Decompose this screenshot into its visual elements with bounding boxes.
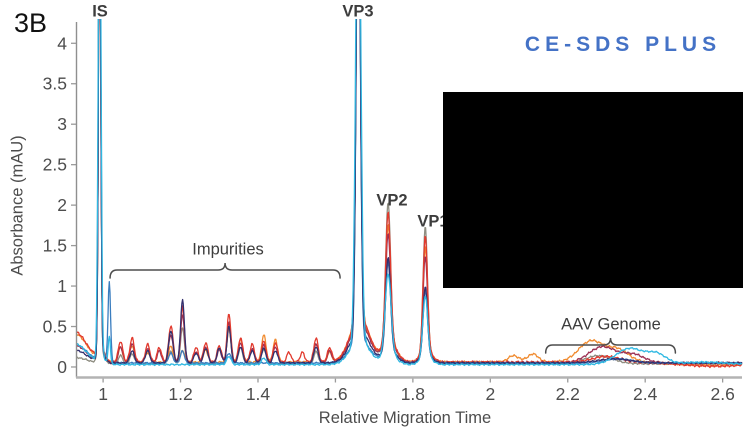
y-axis-title: Absorbance (mAU)	[8, 135, 27, 276]
x-tick-label: 2.4	[633, 384, 658, 404]
y-tick-label: 0.5	[43, 317, 67, 337]
x-tick-label: 1	[98, 384, 108, 404]
y-tick-label: 4	[57, 33, 67, 53]
y-tick-label: 0	[57, 357, 67, 377]
x-tick-label: 1.8	[401, 384, 425, 404]
trace-group	[76, 19, 743, 369]
y-tick-label: 2.5	[43, 155, 67, 175]
y-tick-label: 2	[57, 195, 67, 215]
trace-navy	[76, 19, 743, 365]
y-tick-label: 1	[57, 276, 67, 296]
y-tick-label: 1.5	[43, 236, 67, 256]
trace-cyan	[76, 19, 743, 367]
bracket-impurities	[109, 262, 341, 279]
figure-label: 3B	[14, 8, 48, 38]
x-tick-label: 1.4	[246, 384, 271, 404]
y-tick-label: 3.5	[43, 74, 67, 94]
x-tick-label: 2.2	[556, 384, 580, 404]
y-tick-label: 3	[57, 114, 67, 134]
chart-title: CE-SDS PLUS	[524, 33, 722, 56]
x-tick-label: 2	[485, 384, 495, 404]
x-tick-label: 1.2	[168, 384, 192, 404]
x-tick-label: 1.6	[323, 384, 347, 404]
x-tick-label: 2.6	[710, 384, 734, 404]
redacted-legend-box	[443, 92, 743, 288]
bracket-aav-genome	[544, 337, 677, 354]
x-axis-title: Relative Migration Time	[318, 409, 492, 427]
